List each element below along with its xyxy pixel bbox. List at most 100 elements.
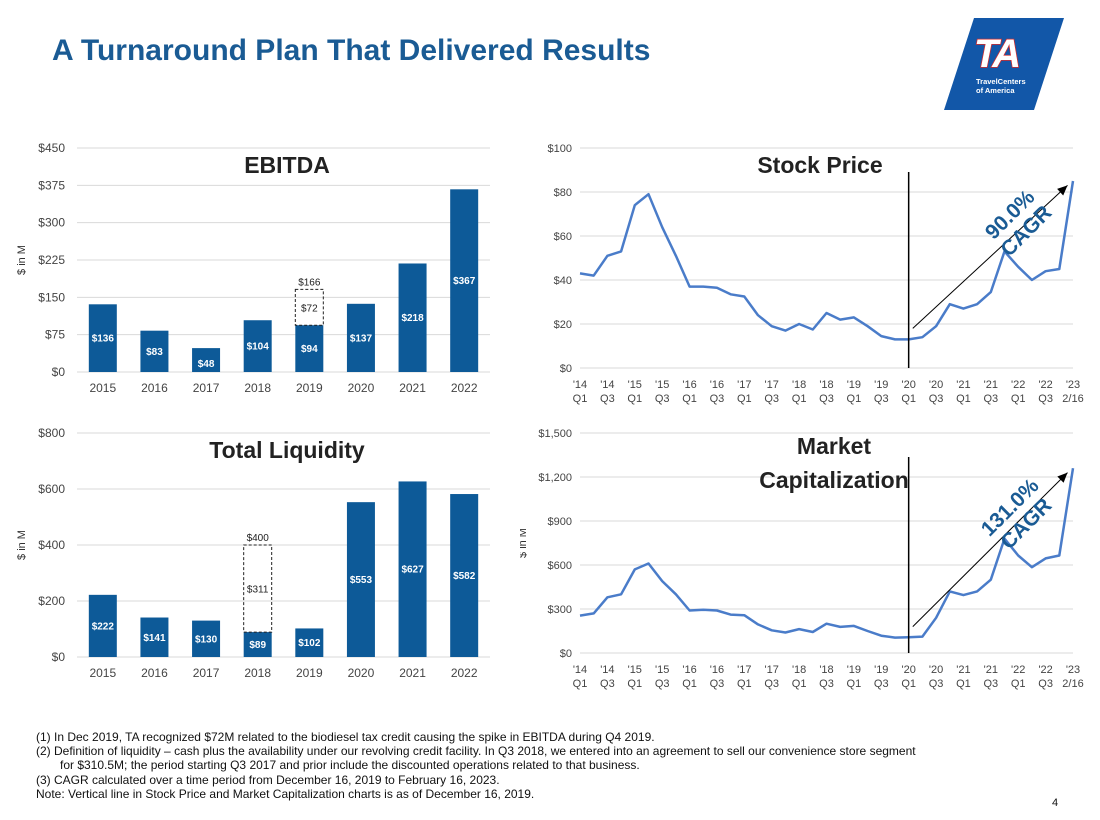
- chart-title: Market: [797, 433, 871, 459]
- y-tick-label: $80: [554, 187, 572, 199]
- footnote-2: (2) Definition of liquidity – cash plus …: [36, 744, 916, 759]
- x-tick-label: 2016: [141, 381, 168, 395]
- cagr-arrowhead: [1057, 185, 1068, 196]
- x-tick-label: Q1: [847, 393, 862, 405]
- x-tick-label: 2019: [296, 666, 323, 680]
- y-tick-label: $40: [554, 275, 572, 287]
- x-tick-label: '15: [628, 664, 642, 676]
- x-tick-label: Q1: [737, 678, 752, 690]
- x-tick-label: '14: [573, 664, 587, 676]
- bar-2018: [243, 632, 272, 657]
- x-tick-label: '14: [600, 664, 614, 676]
- x-tick-label: 2018: [244, 381, 271, 395]
- bar-value-label: $130: [195, 634, 218, 645]
- data-line: [579, 180, 1075, 341]
- x-tick-label: '14: [600, 379, 614, 391]
- adjustment-box: [294, 288, 324, 326]
- x-tick-label: 2021: [399, 381, 426, 395]
- cagr-arrowhead: [1057, 472, 1068, 483]
- x-tick-label: Q3: [710, 678, 725, 690]
- y-tick-label: $0: [52, 650, 66, 664]
- y-tick-label: $600: [548, 560, 572, 572]
- x-tick-label: '17: [765, 379, 779, 391]
- x-tick-label: 2017: [193, 381, 220, 395]
- data-line: [579, 468, 1075, 639]
- market-capitalization-chart: $0 $300 $600 $900 $1,200 $1,500 $ in M '14 Q1 '14…: [520, 428, 1084, 690]
- x-tick-label: 2015: [89, 381, 116, 395]
- y-axis-label: $ in M: [16, 245, 28, 275]
- chart-title: EBITDA: [244, 152, 330, 178]
- y-axis-label: $ in M: [520, 528, 529, 558]
- x-tick-label: '22: [1038, 664, 1052, 676]
- bar-2020: [346, 303, 375, 372]
- y-axis-label: $ in M: [16, 530, 28, 560]
- x-tick-label: Q1: [901, 678, 916, 690]
- y-tick-label: $300: [38, 216, 65, 230]
- logo-tagline-line2: of America: [976, 86, 1015, 95]
- x-tick-label: Q1: [956, 678, 971, 690]
- x-tick-label: Q3: [655, 678, 670, 690]
- x-tick-label: '22: [1011, 664, 1025, 676]
- ebitda-chart: $0 $75 $150 $225 $300 $375 $450 $ in M EBITDA $13…: [16, 141, 490, 395]
- x-tick-label: Q3: [983, 393, 998, 405]
- x-tick-label: 2019: [296, 381, 323, 395]
- bar-value-label: $222: [92, 621, 115, 632]
- x-tick-label: '16: [682, 379, 696, 391]
- y-tick-label: $0: [52, 365, 66, 379]
- page-number: 4: [1052, 797, 1059, 809]
- x-tick-label: '17: [765, 664, 779, 676]
- adjustment-total-label: $400: [247, 533, 270, 544]
- x-tick-label: Q3: [1038, 393, 1053, 405]
- y-tick-label: $60: [554, 231, 572, 243]
- x-tick-label: Q3: [764, 678, 779, 690]
- x-tick-label: '18: [819, 664, 833, 676]
- y-tick-label: $900: [548, 516, 572, 528]
- chart-title: Stock Price: [757, 152, 882, 178]
- bar-value-label: $553: [350, 575, 373, 586]
- total-liquidity-chart: $0 $200 $400 $600 $800 $ in M Total Liquidity $…: [16, 426, 490, 680]
- x-tick-label: Q3: [655, 393, 670, 405]
- y-tick-label: $0: [560, 648, 572, 660]
- bar-2022: [450, 494, 479, 657]
- x-tick-label: 2020: [348, 381, 375, 395]
- x-tick-label: Q3: [983, 678, 998, 690]
- x-tick-label: Q1: [573, 393, 588, 405]
- x-tick-label: '23: [1066, 664, 1080, 676]
- bar-value-label: $218: [401, 313, 424, 324]
- bar-value-label: $137: [350, 333, 373, 344]
- logo-tagline-line1: TravelCenters: [976, 77, 1026, 86]
- ta-logo-graphic: TA TravelCenters of America: [944, 18, 1064, 110]
- x-tick-label: 2018: [244, 666, 271, 680]
- x-tick-label: 2016: [141, 666, 168, 680]
- x-tick-label: '17: [737, 379, 751, 391]
- footnote-note: Note: Vertical line in Stock Price and M…: [36, 786, 535, 801]
- cagr-annotation: 131.0%CAGR: [977, 474, 1057, 554]
- x-tick-label: Q1: [1011, 678, 1026, 690]
- x-tick-label: '15: [628, 379, 642, 391]
- x-tick-label: Q3: [929, 678, 944, 690]
- bar-value-label: $582: [453, 571, 476, 582]
- x-tick-label: '21: [956, 664, 970, 676]
- x-tick-label: '18: [792, 379, 806, 391]
- x-tick-label: 2022: [451, 666, 478, 680]
- x-tick-label: '21: [984, 379, 998, 391]
- x-tick-label: Q1: [956, 393, 971, 405]
- x-tick-label: Q3: [874, 678, 889, 690]
- x-tick-label: Q3: [764, 393, 779, 405]
- x-tick-label: Q1: [847, 678, 862, 690]
- y-tick-label: $225: [38, 253, 65, 267]
- bar-value-label: $94: [301, 344, 318, 355]
- y-tick-label: $100: [548, 143, 572, 155]
- bar-value-label: $367: [453, 276, 476, 287]
- x-tick-label: Q3: [819, 678, 834, 690]
- bar-2019: [295, 628, 324, 657]
- bar-2020: [346, 502, 375, 657]
- bar-value-label: $627: [401, 565, 424, 576]
- chart-title: Capitalization: [759, 467, 909, 493]
- x-tick-label: '18: [819, 379, 833, 391]
- x-tick-label: 2021: [399, 666, 426, 680]
- bar-2015: [88, 594, 117, 657]
- bar-value-label: $141: [143, 633, 166, 644]
- x-tick-label: '20: [901, 664, 915, 676]
- bar-2016: [140, 617, 169, 657]
